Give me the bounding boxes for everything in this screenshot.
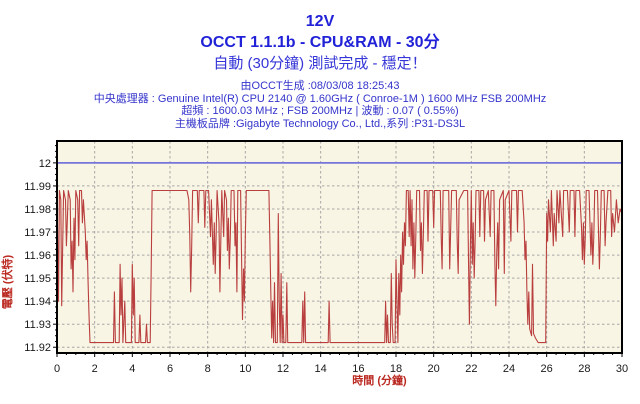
- x-tick-label: 22: [465, 363, 477, 375]
- plot-border: [56, 140, 623, 354]
- x-tick-label: 16: [352, 363, 364, 375]
- x-tick-label: 10: [239, 363, 251, 375]
- y-tick-label: 11.98: [24, 204, 51, 216]
- y-tick-label: 11.99: [24, 181, 51, 193]
- x-tick-label: 0: [54, 363, 60, 375]
- series-measured-12v: [56, 189, 623, 344]
- y-tick-label: 11.93: [24, 319, 51, 331]
- test-status: 自動 (30分鐘) 測試完成 - 穩定！: [213, 55, 427, 72]
- series-lines: [56, 161, 623, 344]
- info-line-motherboard: 主機板品牌 :Gigabyte Technology Co., Ltd.,系列 …: [174, 117, 466, 130]
- y-tick-label: 11.97: [24, 227, 51, 239]
- x-tick-label: 24: [503, 363, 515, 375]
- report-header: 12V OCCT 1.1.1b - CPU&RAM - 30分 自動 (30分鐘…: [0, 12, 640, 130]
- x-tick-label: 26: [541, 363, 553, 375]
- system-info: 由OCCT生成 :08/03/08 18:25:43 中央處理器 : Genui…: [0, 80, 640, 130]
- x-tick-label: 2: [92, 363, 98, 375]
- info-line-overclock: 超頻 : 1600.03 MHz ; FSB 200MHz | 波動 : 0.0…: [181, 105, 459, 117]
- plot-background: [57, 141, 622, 353]
- x-tick-label: 8: [205, 363, 211, 375]
- x-tick-label: 18: [390, 363, 402, 375]
- y-tick-label: 11.96: [24, 250, 51, 262]
- y-tick-label: 11.94: [24, 296, 51, 308]
- x-tick-label: 30: [616, 363, 628, 375]
- test-subtitle: OCCT 1.1.1b - CPU&RAM - 30分: [200, 34, 440, 51]
- tick-labels: 12 11.99 11.98 11.97 11.96 11.95 11.94 11.93 11.…: [24, 158, 628, 375]
- y-axis-title: 電壓 (伏特): [0, 254, 14, 309]
- x-tick-label: 28: [578, 363, 590, 375]
- y-tick-label: 11.95: [24, 273, 51, 285]
- voltage-chart: 12 11.99 11.98 11.97 11.96 11.95 11.94 11.93 11.…: [0, 140, 628, 387]
- x-axis-title: 時間 (分鐘): [352, 373, 407, 387]
- x-tick-label: 14: [315, 363, 327, 375]
- info-line-generated: 由OCCT生成 :08/03/08 18:25:43: [240, 80, 400, 92]
- y-tick-label: 11.92: [24, 342, 51, 354]
- chart-area: 12 11.99 11.98 11.97 11.96 11.95 11.94 11.93 11.…: [0, 134, 640, 404]
- x-tick-label: 12: [277, 363, 289, 375]
- x-tick-label: 6: [167, 363, 173, 375]
- y-tick-label: 12: [39, 158, 51, 170]
- page-title: 12V: [305, 13, 335, 30]
- x-tick-label: 20: [428, 363, 440, 375]
- x-tick-label: 4: [129, 363, 135, 375]
- info-line-cpu: 中央處理器 : Genuine Intel(R) CPU 2140 @ 1.60…: [93, 92, 547, 105]
